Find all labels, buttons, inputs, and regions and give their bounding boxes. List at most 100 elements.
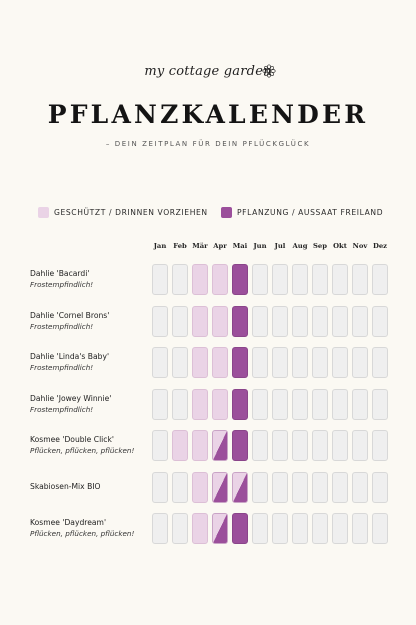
legend-item-outdoor: PFLANZUNG / AUSSAAT FREILAND [221, 206, 383, 218]
calendar-cell [352, 513, 368, 544]
calendar-cell [292, 471, 308, 503]
page-subtitle: – DEIN ZEITPLAN FÜR DEIN PFLÜCKGLÜCK [105, 140, 311, 148]
calendar-cell [252, 388, 268, 420]
calendar-cell [312, 513, 328, 544]
calendar-cell [192, 471, 208, 503]
legend-label-indoor: GESCHÜTZT / DRINNEN VORZIEHEN [54, 207, 208, 217]
legend-label-outdoor: PFLANZUNG / AUSSAAT FREILAND [237, 207, 384, 217]
calendar-cell [212, 388, 228, 420]
calendar-cell [212, 430, 228, 461]
calendar-cell [172, 347, 188, 378]
plant-name: Dahlie 'Linda's Baby' [30, 352, 110, 361]
calendar-cell [172, 513, 188, 544]
calendar-cell [252, 305, 268, 337]
calendar-cell [212, 347, 228, 378]
plant-note: Frostempfindlich! [30, 280, 94, 289]
brand-logo-text: my cottage garden [144, 64, 272, 79]
calendar-cell [352, 347, 368, 378]
calendar-cell [272, 388, 288, 420]
calendar-cell [192, 305, 208, 337]
flower-icon [262, 64, 276, 78]
calendar-cell [372, 347, 388, 378]
calendar-cell [292, 388, 308, 420]
calendar-cell [152, 430, 168, 461]
calendar-cell [152, 388, 168, 420]
calendar-cell [312, 305, 328, 337]
calendar-cell [152, 264, 168, 295]
calendar-cell [292, 264, 308, 295]
calendar-cell [152, 513, 168, 544]
calendar-cell [172, 471, 188, 503]
calendar-cell [252, 430, 268, 461]
calendar-cell [292, 430, 308, 461]
calendar-cell [152, 347, 168, 378]
calendar-cell [352, 430, 368, 461]
calendar-cell [272, 471, 288, 503]
month-header: Jul [274, 242, 286, 250]
plant-name: Kosmee 'Daydream' [30, 518, 107, 527]
calendar-cell [332, 513, 348, 544]
calendar-cell [192, 347, 208, 378]
calendar-cell [252, 513, 268, 544]
calendar-cell [352, 264, 368, 295]
calendar-cell [332, 388, 348, 420]
plant-note: Frostempfindlich! [30, 363, 94, 372]
plant-note: Pflücken, pflücken, pflücken! [30, 529, 135, 538]
plant-name: Dahlie 'Cornel Brons' [30, 310, 110, 320]
brand-logo: my cottage garden [0, 64, 416, 79]
plant-note: Frostempfindlich! [30, 321, 94, 331]
month-header: Feb [173, 242, 187, 250]
calendar-cell [252, 471, 268, 503]
calendar-cell [352, 388, 368, 420]
calendar-cell [352, 305, 368, 337]
plant-name: Dahlie 'Jowey Winnie' [30, 393, 112, 403]
calendar-cell [172, 264, 188, 295]
calendar-cell [272, 430, 288, 461]
calendar-cell [232, 513, 248, 544]
plant-note: Pflücken, pflücken, pflücken! [30, 446, 135, 455]
calendar-cell [312, 264, 328, 295]
calendar-cell [332, 471, 348, 503]
calendar-cell [192, 264, 208, 295]
plant-name: Kosmee 'Double Click' [30, 435, 114, 444]
calendar-cell [212, 305, 228, 337]
month-header: Sep [313, 242, 327, 250]
calendar-cell [172, 430, 188, 461]
calendar-cell [332, 347, 348, 378]
calendar-cell [372, 305, 388, 337]
plant-note: Frostempfindlich! [30, 404, 94, 414]
month-header: Jan [153, 242, 167, 250]
legend-swatch-light [38, 206, 49, 218]
calendar-cell [312, 347, 328, 378]
month-header: Nov [352, 242, 368, 250]
calendar-cell [292, 305, 308, 337]
calendar-cell [212, 513, 228, 544]
calendar-cell [272, 513, 288, 544]
calendar-cell [232, 388, 248, 420]
calendar-cell [192, 388, 208, 420]
month-header: Jun [253, 242, 267, 250]
calendar-cell [232, 471, 248, 503]
calendar-cell [372, 471, 388, 503]
month-header: Apr [213, 242, 227, 250]
calendar-cell [332, 305, 348, 337]
plant-name: Skabiosen-Mix BIO [30, 481, 101, 491]
calendar-cell [192, 430, 208, 461]
page-title: PFLANZKALENDER [47, 100, 369, 129]
calendar-cell [232, 430, 248, 461]
calendar-cell [232, 305, 248, 337]
legend-swatch-dark [221, 206, 232, 218]
calendar-cell [372, 430, 388, 461]
calendar-cell [172, 305, 188, 337]
calendar-cell [252, 264, 268, 295]
calendar-cell [272, 305, 288, 337]
calendar-cell [232, 264, 248, 295]
calendar-cell [172, 388, 188, 420]
month-header: Mär [192, 242, 208, 250]
month-header: Aug [292, 242, 308, 250]
calendar-cell [372, 388, 388, 420]
calendar-cell [312, 471, 328, 503]
legend-item-indoor: GESCHÜTZT / DRINNEN VORZIEHEN [38, 206, 208, 218]
plant-name: Dahlie 'Bacardi' [30, 269, 90, 278]
calendar-cell [332, 264, 348, 295]
